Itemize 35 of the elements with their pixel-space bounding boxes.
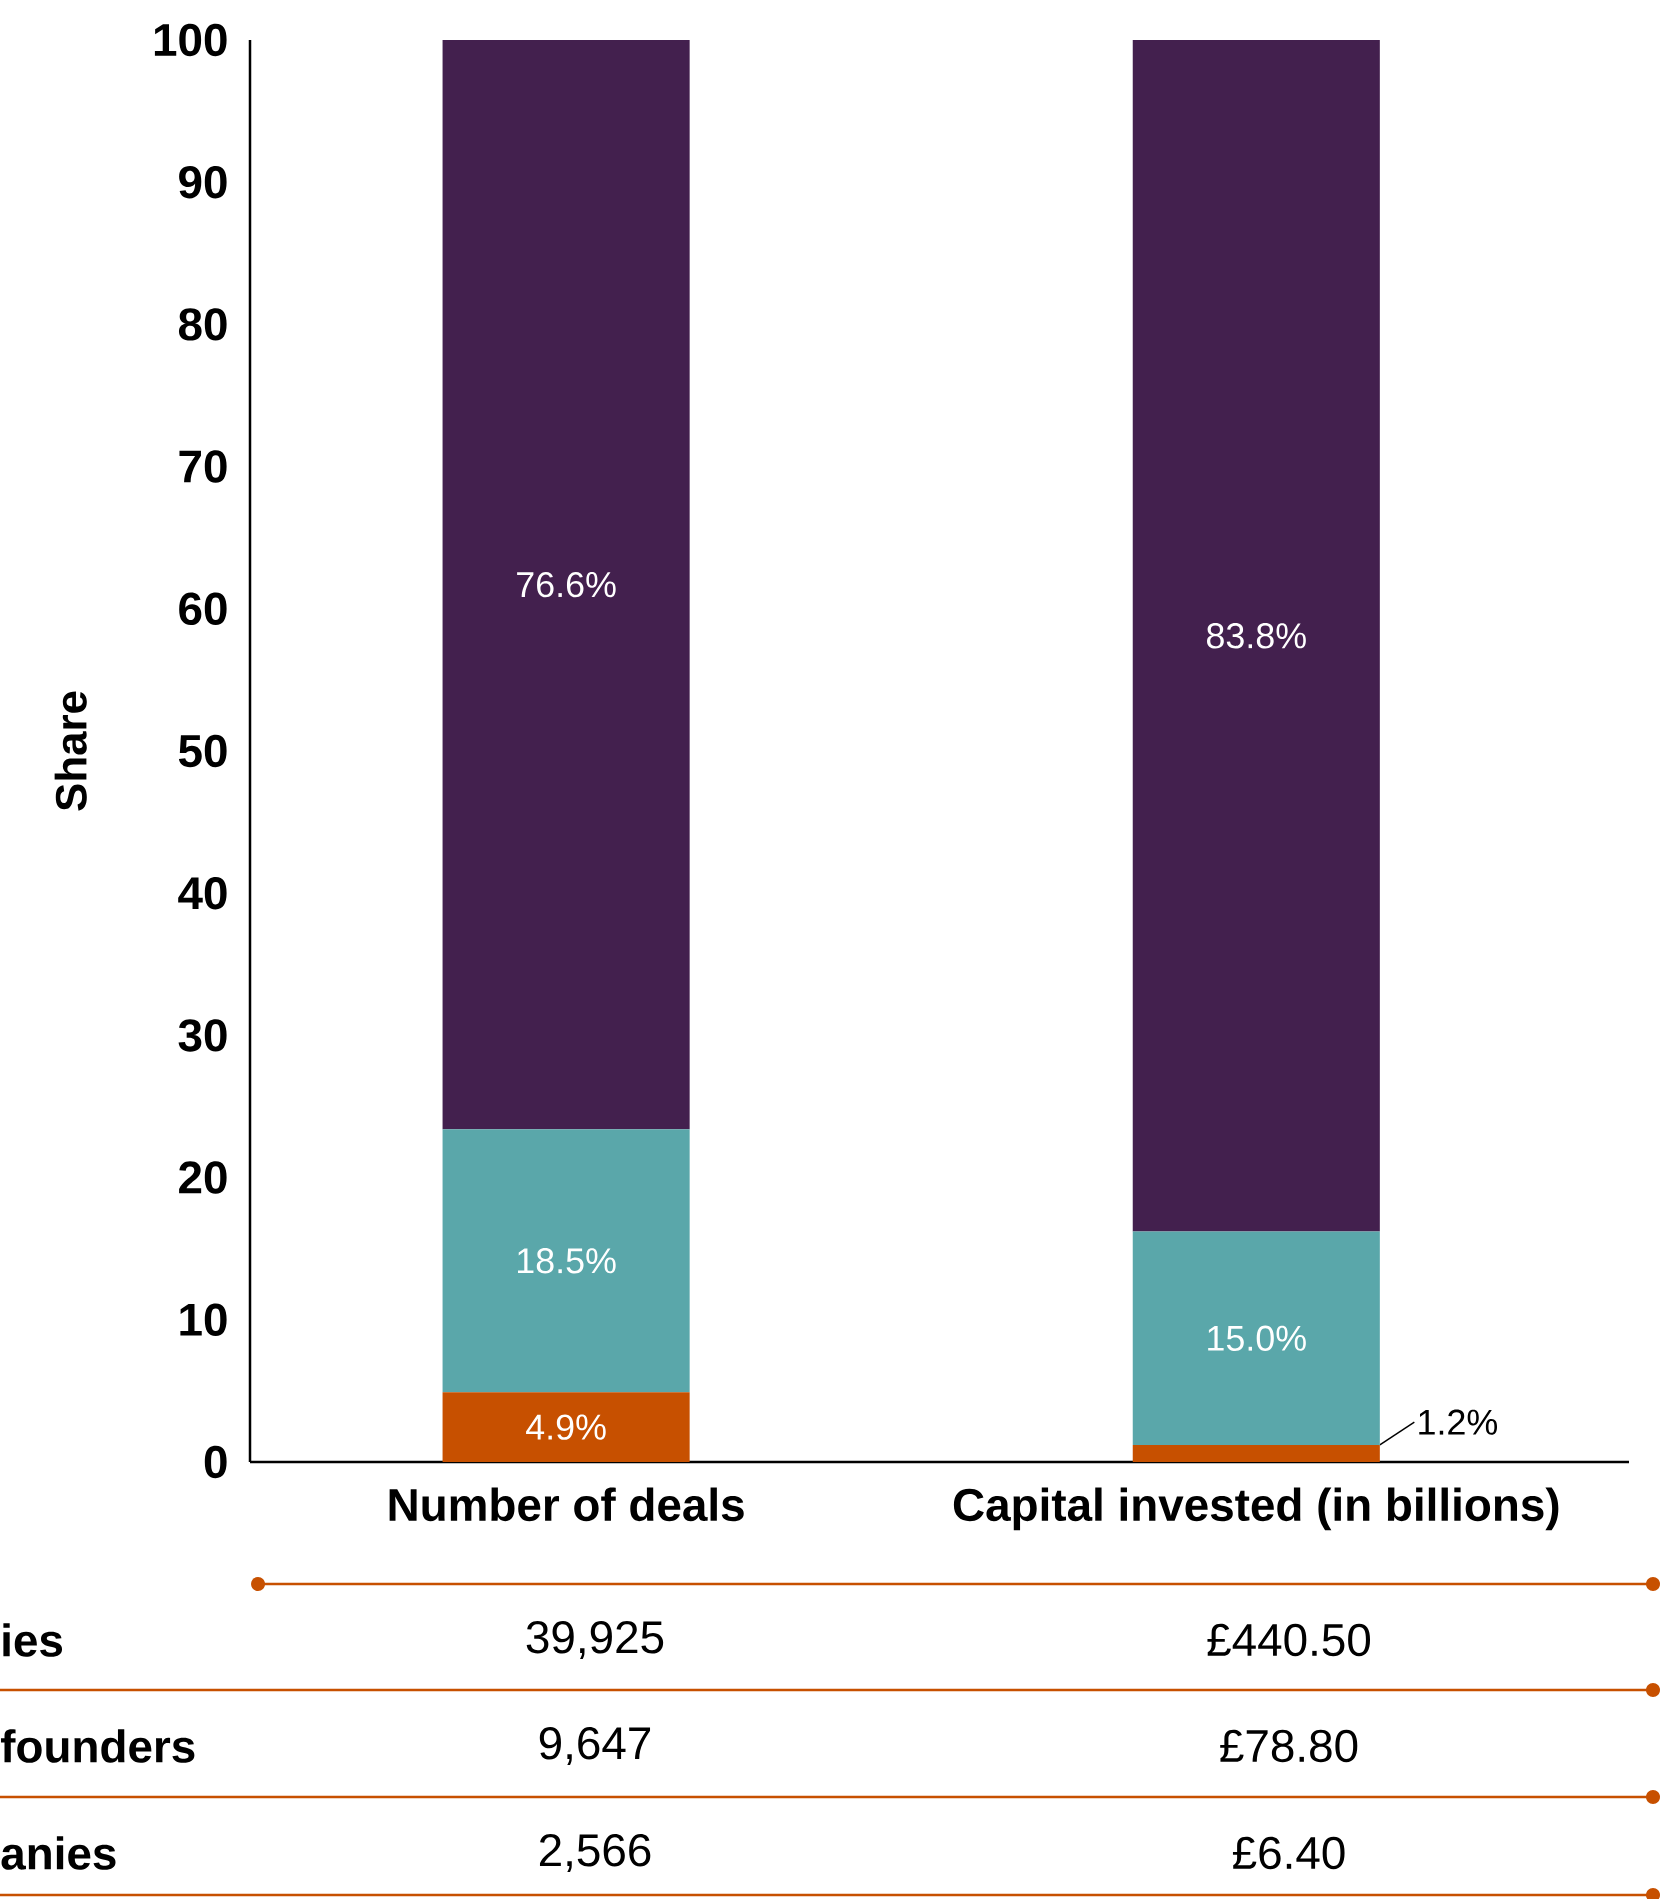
text: £78.80 <box>1220 1729 1358 1763</box>
bar <box>442 1392 690 1462</box>
bar <box>1132 39 1380 1232</box>
bar <box>442 1129 690 1393</box>
text: £440.50 <box>1207 1623 1371 1657</box>
data-label: 18.5% <box>518 1248 616 1274</box>
data-label: 1.2% <box>1419 1409 1498 1435</box>
bar <box>1132 1231 1380 1445</box>
bar <box>442 39 690 1130</box>
y-tick-label: 20 <box>179 1161 227 1194</box>
text: 2,566 <box>539 1834 651 1872</box>
y-tick-label: 0 <box>204 1445 227 1479</box>
y-tick-label: 90 <box>179 165 227 199</box>
y-tick-label: 40 <box>178 876 227 910</box>
y-tick-label: 50 <box>178 734 227 768</box>
x-tick-label: Number of deals <box>389 1487 744 1522</box>
y-tick-label: 100 <box>154 23 227 57</box>
data-label: 76.6% <box>517 571 616 598</box>
text: £6.40 <box>1232 1836 1345 1870</box>
y-axis-title: Share <box>54 691 87 811</box>
data-label: 15.0% <box>1208 1325 1306 1351</box>
y-tick-label: 10 <box>180 1303 227 1337</box>
y-tick-label: 60 <box>179 592 227 626</box>
bar <box>1132 1444 1380 1462</box>
text: ies <box>3 1623 63 1657</box>
y-tick-label: 30 <box>178 1019 227 1052</box>
y-tick-label: 80 <box>178 308 227 341</box>
x-tick-label: Capital invested (in billions) <box>953 1487 1559 1531</box>
data-label: 83.8% <box>1207 623 1306 649</box>
text: 9,647 <box>539 1727 651 1765</box>
text: 39,925 <box>526 1621 664 1659</box>
text: anies <box>1 1836 116 1870</box>
text: founders <box>0 1729 195 1763</box>
data-label: 4.9% <box>526 1414 606 1440</box>
y-tick-label: 70 <box>179 450 227 483</box>
